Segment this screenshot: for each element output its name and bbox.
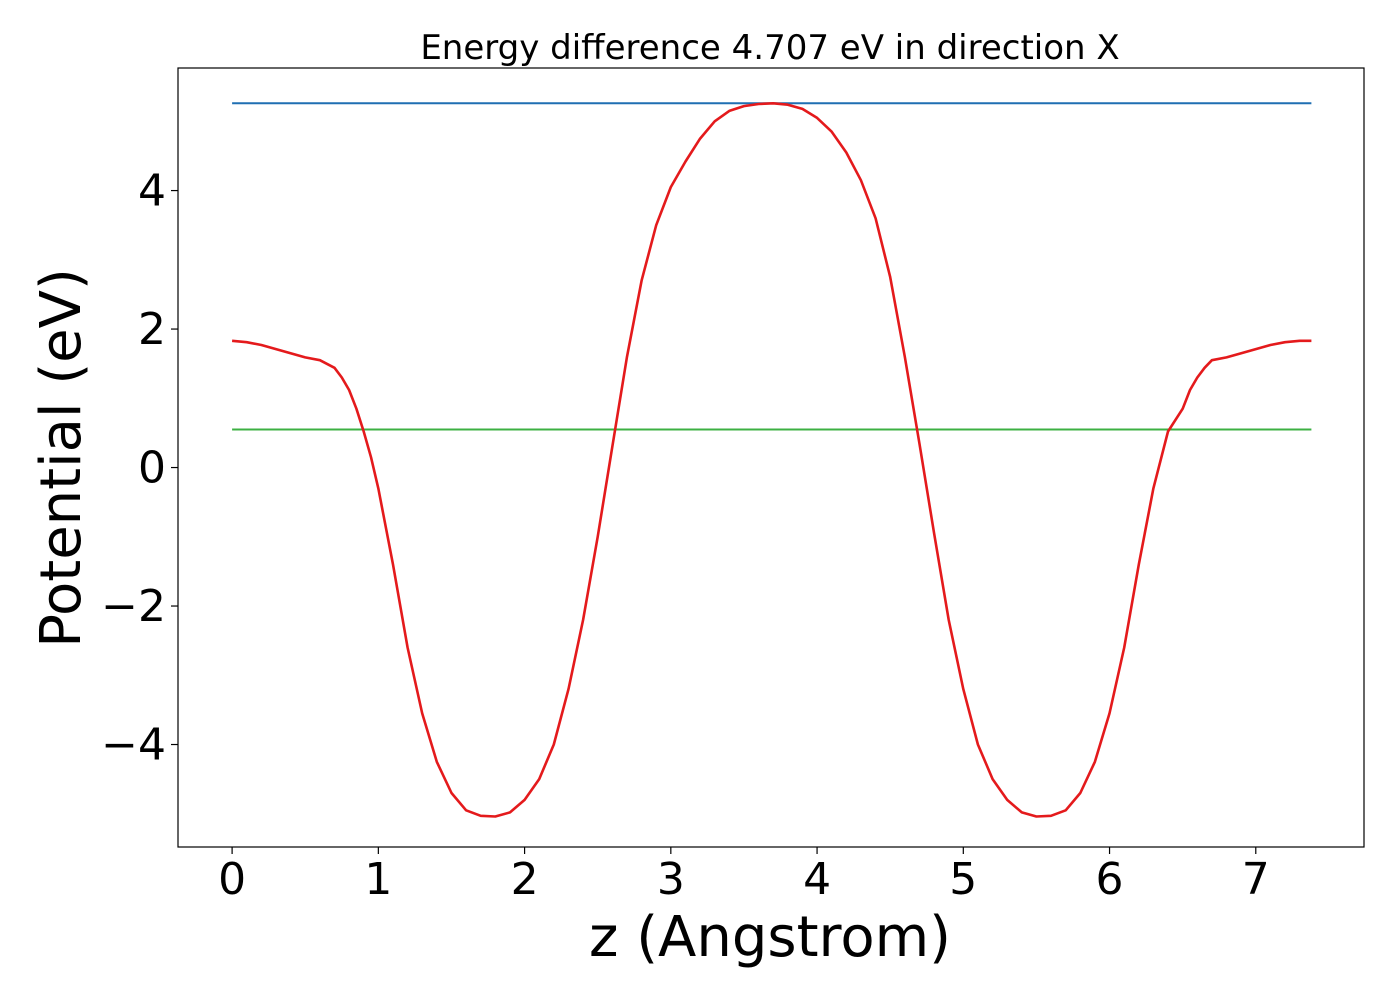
plot-frame xyxy=(177,67,1365,848)
x-tick-label: 1 xyxy=(364,854,392,905)
x-tick-label: 7 xyxy=(1242,854,1270,905)
chart-title: Energy difference 4.707 eV in direction … xyxy=(420,28,1119,68)
potential-curve xyxy=(231,102,1312,818)
y-tick-label: 4 xyxy=(138,166,166,217)
x-tick-label: 0 xyxy=(218,854,246,905)
y-tick-label: 0 xyxy=(138,443,166,494)
x-tick-label: 4 xyxy=(803,854,831,905)
x-tick-label: 6 xyxy=(1096,854,1124,905)
x-tick-label: 5 xyxy=(949,854,977,905)
x-axis: 0 1 2 3 4 5 6 7 xyxy=(218,847,1270,905)
x-tick-label: 2 xyxy=(511,854,539,905)
y-tick-label: 2 xyxy=(138,304,166,355)
series-layer xyxy=(231,102,1312,818)
y-tick-label: −2 xyxy=(101,581,166,632)
y-axis-label: Potential (eV) xyxy=(29,268,94,648)
x-axis-label: z (Angstrom) xyxy=(589,905,951,970)
x-tick-label: 3 xyxy=(657,854,685,905)
y-tick-label: −4 xyxy=(101,720,166,771)
y-axis: −4 −2 0 2 4 xyxy=(101,166,178,771)
